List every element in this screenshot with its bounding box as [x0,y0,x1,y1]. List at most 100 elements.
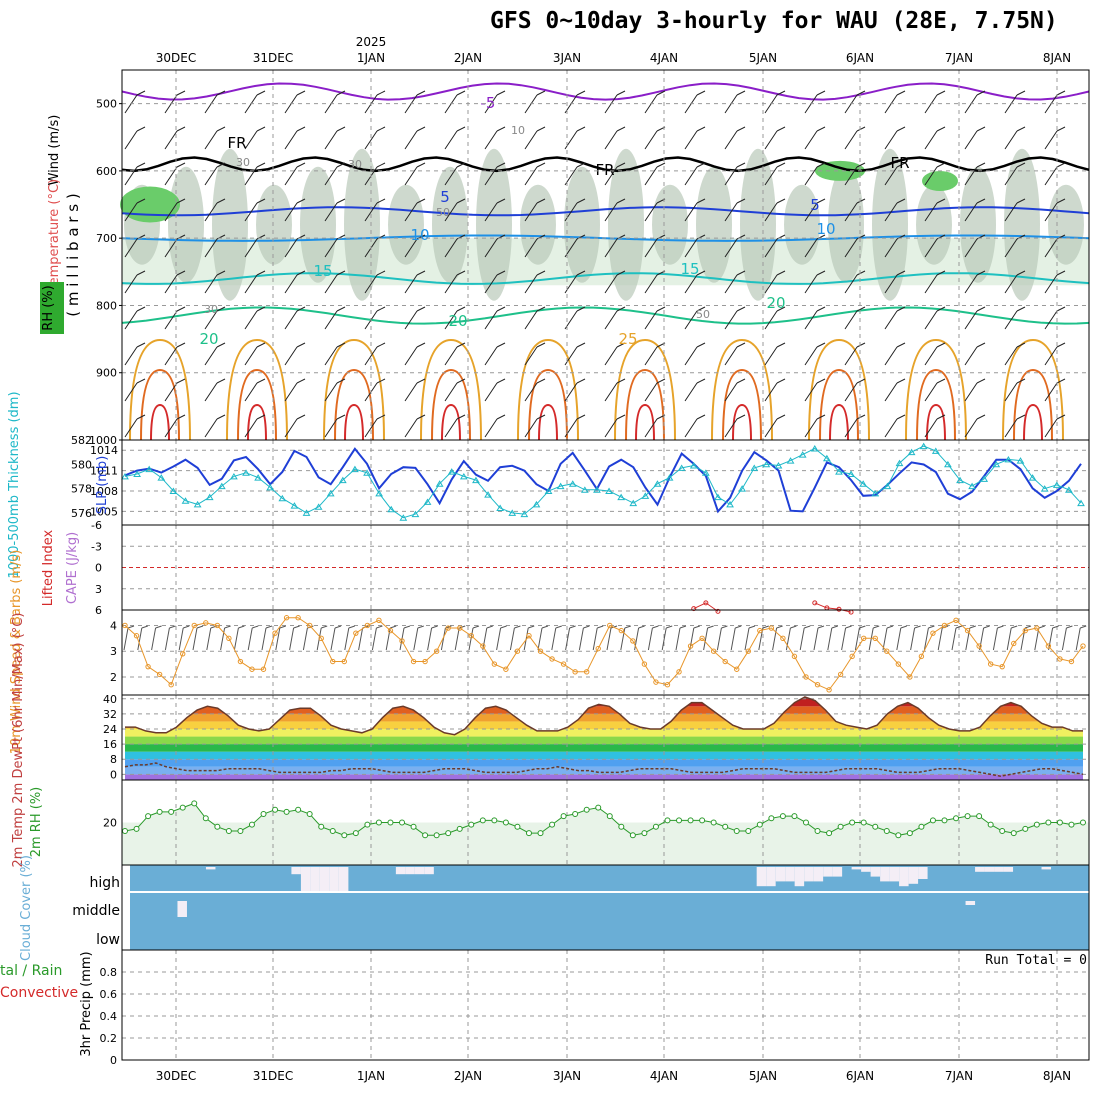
contour-35 [247,403,267,441]
wind-barb [684,90,706,114]
wind-barb [724,378,746,402]
wind-speed-point [734,666,740,672]
surface-wind-barb [289,625,300,651]
wind-barb [924,414,946,438]
rh-point [214,823,221,830]
cloud-high-bar [785,867,795,882]
surface-wind-barb [454,625,466,651]
thickness-point [847,470,855,477]
contour-label: 50 [436,206,450,219]
rh-point [560,813,567,820]
thickness-point [544,487,553,494]
wind-barb [764,270,786,294]
rh-point [860,819,867,826]
cloud-high-bar [908,867,919,884]
wind-speed-point [872,635,878,642]
surface-wind-barb [689,625,700,651]
surface-wind-barb [261,625,273,651]
wind-speed-point [595,645,601,652]
wind-barb [444,198,466,222]
thickness-point [617,493,626,501]
wind-barb [844,342,866,366]
wind-barb [924,270,946,294]
contour-25 [614,338,676,441]
wind-barb [364,306,386,330]
wind-speed-point [526,633,532,639]
wind-barb [164,270,186,294]
wind-barb [324,270,346,294]
thickness-point [750,464,759,471]
wind-barb [244,414,266,438]
thickness-point [907,448,916,456]
wind-speed-point [826,687,832,693]
thickness-point [641,492,650,499]
wind-barb [604,162,626,186]
wind-barb [724,198,746,222]
wind-barb [524,306,546,330]
wind-speed-point [1011,640,1017,647]
wind-speed-point [237,658,244,665]
surface-wind-barb [868,625,880,651]
wind-barb [524,198,546,222]
precip-ytick: 0.6 [100,988,118,1001]
thickness-point [677,464,686,471]
wind-barb [804,90,826,114]
wind-barb [684,342,706,366]
surface-wind-barb [716,625,728,651]
contour-label: 20 [199,330,218,348]
li-line [693,602,852,613]
wind-speed-point [1022,627,1028,634]
wind-barb [844,198,866,222]
precip-ytick: 0.8 [100,966,118,979]
surface-wind-barb [482,625,493,651]
wind-barb [964,90,986,114]
thickness-point [568,480,577,487]
ylabel-cape: CAPE (J/kg) [65,532,80,604]
rh-shade-blob [740,148,776,301]
wind-speed-point [653,679,659,685]
rh-shade-blob [432,166,468,283]
temp-line [125,696,1083,736]
wind-barb [124,306,146,330]
wind-barb [924,342,946,366]
rh-point [491,817,498,824]
rh-point [710,819,717,826]
cloud-high-bar [1041,867,1052,870]
surface-wind-barb [496,625,507,651]
wind-barb [244,378,266,402]
contour-30 [140,368,180,441]
wind-speed-point [641,661,648,667]
temp-band [125,736,1083,745]
ylabel-total-rain: tal / Rain [0,963,62,979]
thickness-point [314,503,323,510]
rh-point [802,819,809,826]
top-date-label: 5JAN [749,51,777,65]
cloud-middle-bar [177,901,187,917]
rh-point [641,830,648,837]
thickness-point [653,480,662,487]
cloud-high-bar [766,867,776,887]
wind-barb [804,198,826,222]
wind-barb [804,342,826,366]
rh-point [352,830,359,837]
wind-barb [124,126,146,150]
wind-barb [244,306,266,330]
surface-wind-barb [951,625,963,651]
rh-point [514,823,521,830]
rh-point [1056,819,1063,826]
rh-point [168,808,175,815]
wind-barb [204,270,226,294]
wind-barb [324,378,346,402]
cloud-high-bar [338,867,349,891]
slp-ytick: 1005 [90,505,118,518]
wind-barb [164,378,186,402]
contour-30 [237,368,277,441]
top-date-label: 1JAN [357,51,385,65]
wind-speed-point [572,669,578,675]
cloud-high-bar [813,867,824,882]
wind-speed-point [156,671,163,678]
thickness-point [302,509,311,516]
rh-shade-blob [564,166,600,283]
surface-wind-barb [882,625,894,651]
wind-barb [804,162,826,186]
